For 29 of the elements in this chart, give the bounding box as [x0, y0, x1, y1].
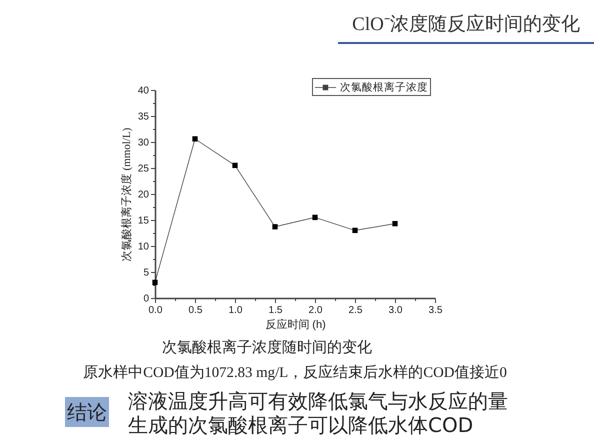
text: 结论 — [65, 397, 109, 427]
y-tick-label: 10 — [138, 242, 150, 252]
legend-label: 次氯酸根离子浓度 — [340, 80, 428, 94]
x-tick-label: 2.0 — [308, 305, 323, 316]
chart-title: ClO⁻浓度随反应时间的变化 — [338, 12, 594, 44]
x-tick-label: 1.0 — [228, 305, 243, 316]
text: 原水样中COD值为1072.83 mg/L，反应结束后水样的COD值接近0 — [82, 363, 508, 383]
y-tick-label: 30 — [138, 138, 150, 148]
y-tick-label: 5 — [143, 268, 150, 278]
point — [272, 224, 278, 230]
x-axis-title: 反应时间 (h) — [265, 318, 326, 331]
x-tick-label: 3.0 — [388, 305, 403, 316]
text: 次氯酸根离子浓度随时间的变化 — [161, 337, 373, 357]
y-axis-title: 次氯酸根离子浓度 (mmol/L) — [120, 127, 133, 262]
text: 生成的次氯酸根离子可以降低水体COD — [128, 413, 474, 437]
point — [192, 136, 198, 142]
x-tick-label: 3.5 — [428, 305, 443, 316]
y-tick-label: 15 — [138, 216, 150, 226]
y-tick-label: 40 — [138, 86, 150, 96]
x-tick-label: 1.5 — [268, 305, 283, 316]
y-tick-label: 0 — [143, 294, 150, 304]
point — [392, 220, 398, 226]
x-tick-label: 0.0 — [148, 305, 163, 316]
x-tick-label: 0.5 — [188, 305, 203, 316]
x-tick-label: 2.5 — [348, 305, 363, 316]
y-tick-label: 35 — [138, 112, 150, 122]
y-tick-label: 25 — [138, 164, 150, 174]
y-tick-label: 20 — [138, 190, 150, 200]
text: 溶液温度升高可有效降低氯气与水反应的量 — [128, 389, 508, 413]
